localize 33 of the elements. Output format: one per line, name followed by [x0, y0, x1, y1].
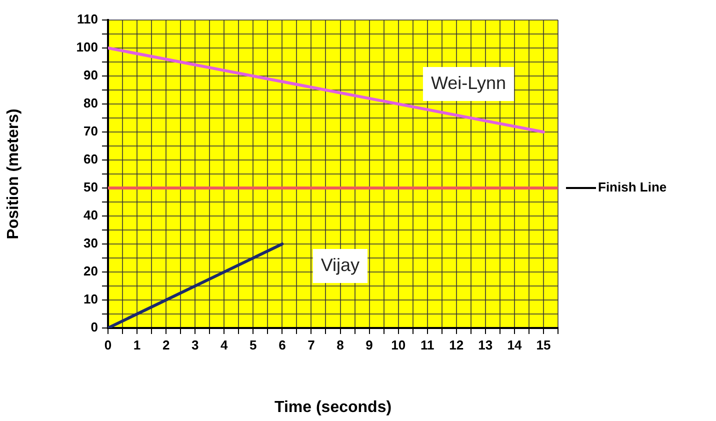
- x-tick-label: 10: [391, 337, 406, 352]
- ref-line-label: Finish Line: [598, 180, 667, 195]
- x-tick-label: 2: [162, 337, 170, 352]
- x-tick-label: 4: [220, 337, 229, 352]
- x-tick-label: 3: [191, 337, 199, 352]
- x-tick-label: 14: [507, 337, 522, 352]
- x-tick-label: 13: [478, 337, 493, 352]
- text: Vijay: [320, 254, 360, 275]
- y-tick-label: 60: [84, 152, 98, 167]
- x-tick-label: 0: [104, 337, 112, 352]
- x-tick-label: 1: [133, 337, 141, 352]
- x-axis-title: Time (seconds): [274, 398, 392, 416]
- y-tick-label: 80: [84, 96, 98, 111]
- x-tick-label: 11: [420, 337, 434, 352]
- y-tick-label: 10: [84, 292, 98, 307]
- y-tick-label: 100: [76, 40, 98, 55]
- y-tick-label: 110: [77, 12, 98, 27]
- x-tick-label: 15: [536, 337, 551, 352]
- x-tick-label: 6: [278, 337, 286, 352]
- y-tick-label: 70: [84, 124, 98, 139]
- y-tick-label: 40: [84, 208, 98, 223]
- y-tick-label: 90: [84, 68, 98, 83]
- x-tick-label: 8: [336, 337, 344, 352]
- y-tick-label: 30: [84, 236, 98, 251]
- x-tick-label: 9: [366, 337, 373, 352]
- x-tick-label: 12: [449, 337, 464, 352]
- series-label: Wei-Lynn: [430, 72, 506, 93]
- y-axis-title: Position (meters): [5, 108, 22, 240]
- x-tick-label: 5: [250, 337, 257, 352]
- y-tick-label: 0: [90, 320, 98, 335]
- y-tick-label: 50: [84, 180, 98, 195]
- x-tick-label: 7: [308, 337, 315, 352]
- y-tick-label: 20: [84, 264, 98, 279]
